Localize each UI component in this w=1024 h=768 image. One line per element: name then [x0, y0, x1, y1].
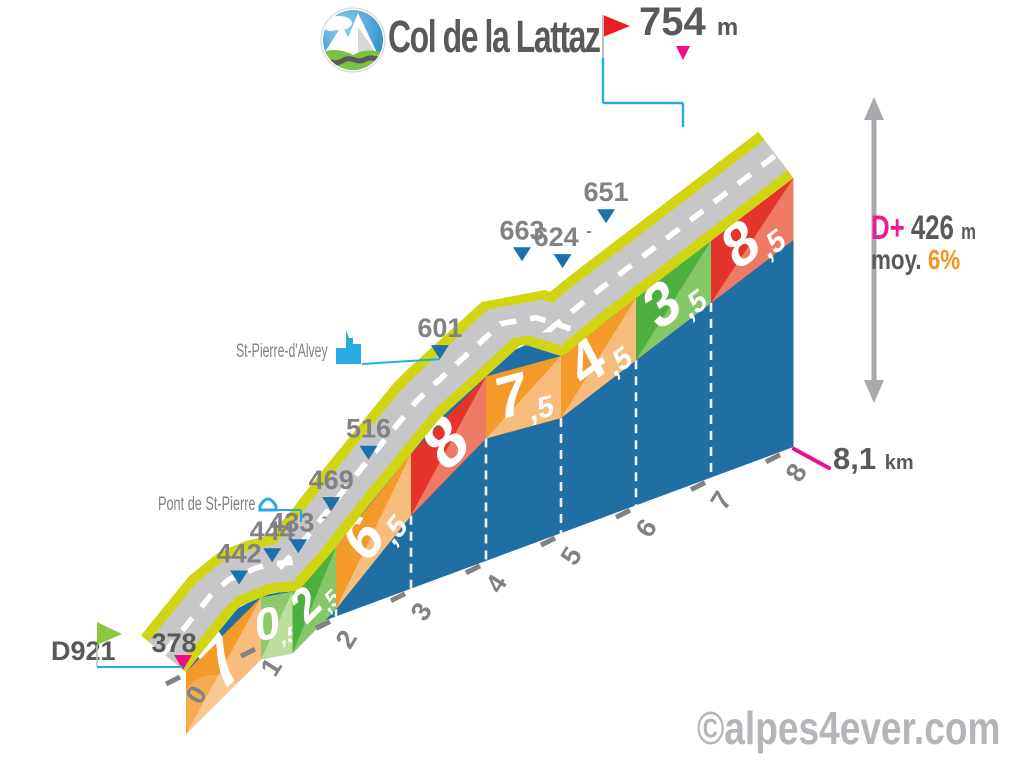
- svg-text:©alpes4ever.com: ©alpes4ever.com: [697, 702, 1000, 754]
- svg-text:651: 651: [583, 177, 628, 207]
- svg-text:0: 0: [255, 596, 280, 652]
- svg-text:433 -: 433 -: [269, 507, 327, 537]
- svg-text:St-Pierre-d'Alvey: St-Pierre-d'Alvey: [236, 342, 328, 362]
- svg-text:624 -: 624 -: [534, 222, 592, 252]
- svg-text:378: 378: [151, 628, 196, 658]
- svg-text:,5: ,5: [528, 389, 555, 429]
- svg-text:Col de la Lattaz: Col de la Lattaz: [388, 13, 601, 63]
- svg-text:moy. 6%: moy. 6%: [871, 245, 960, 276]
- svg-text:D+426 m: D+ 426 m: [871, 210, 976, 247]
- svg-text:7: 7: [492, 358, 530, 434]
- svg-text:601: 601: [417, 313, 462, 343]
- svg-text:469: 469: [309, 465, 354, 495]
- svg-text:Pont de St-Pierre: Pont de St-Pierre: [158, 494, 256, 515]
- svg-text:516: 516: [346, 414, 391, 444]
